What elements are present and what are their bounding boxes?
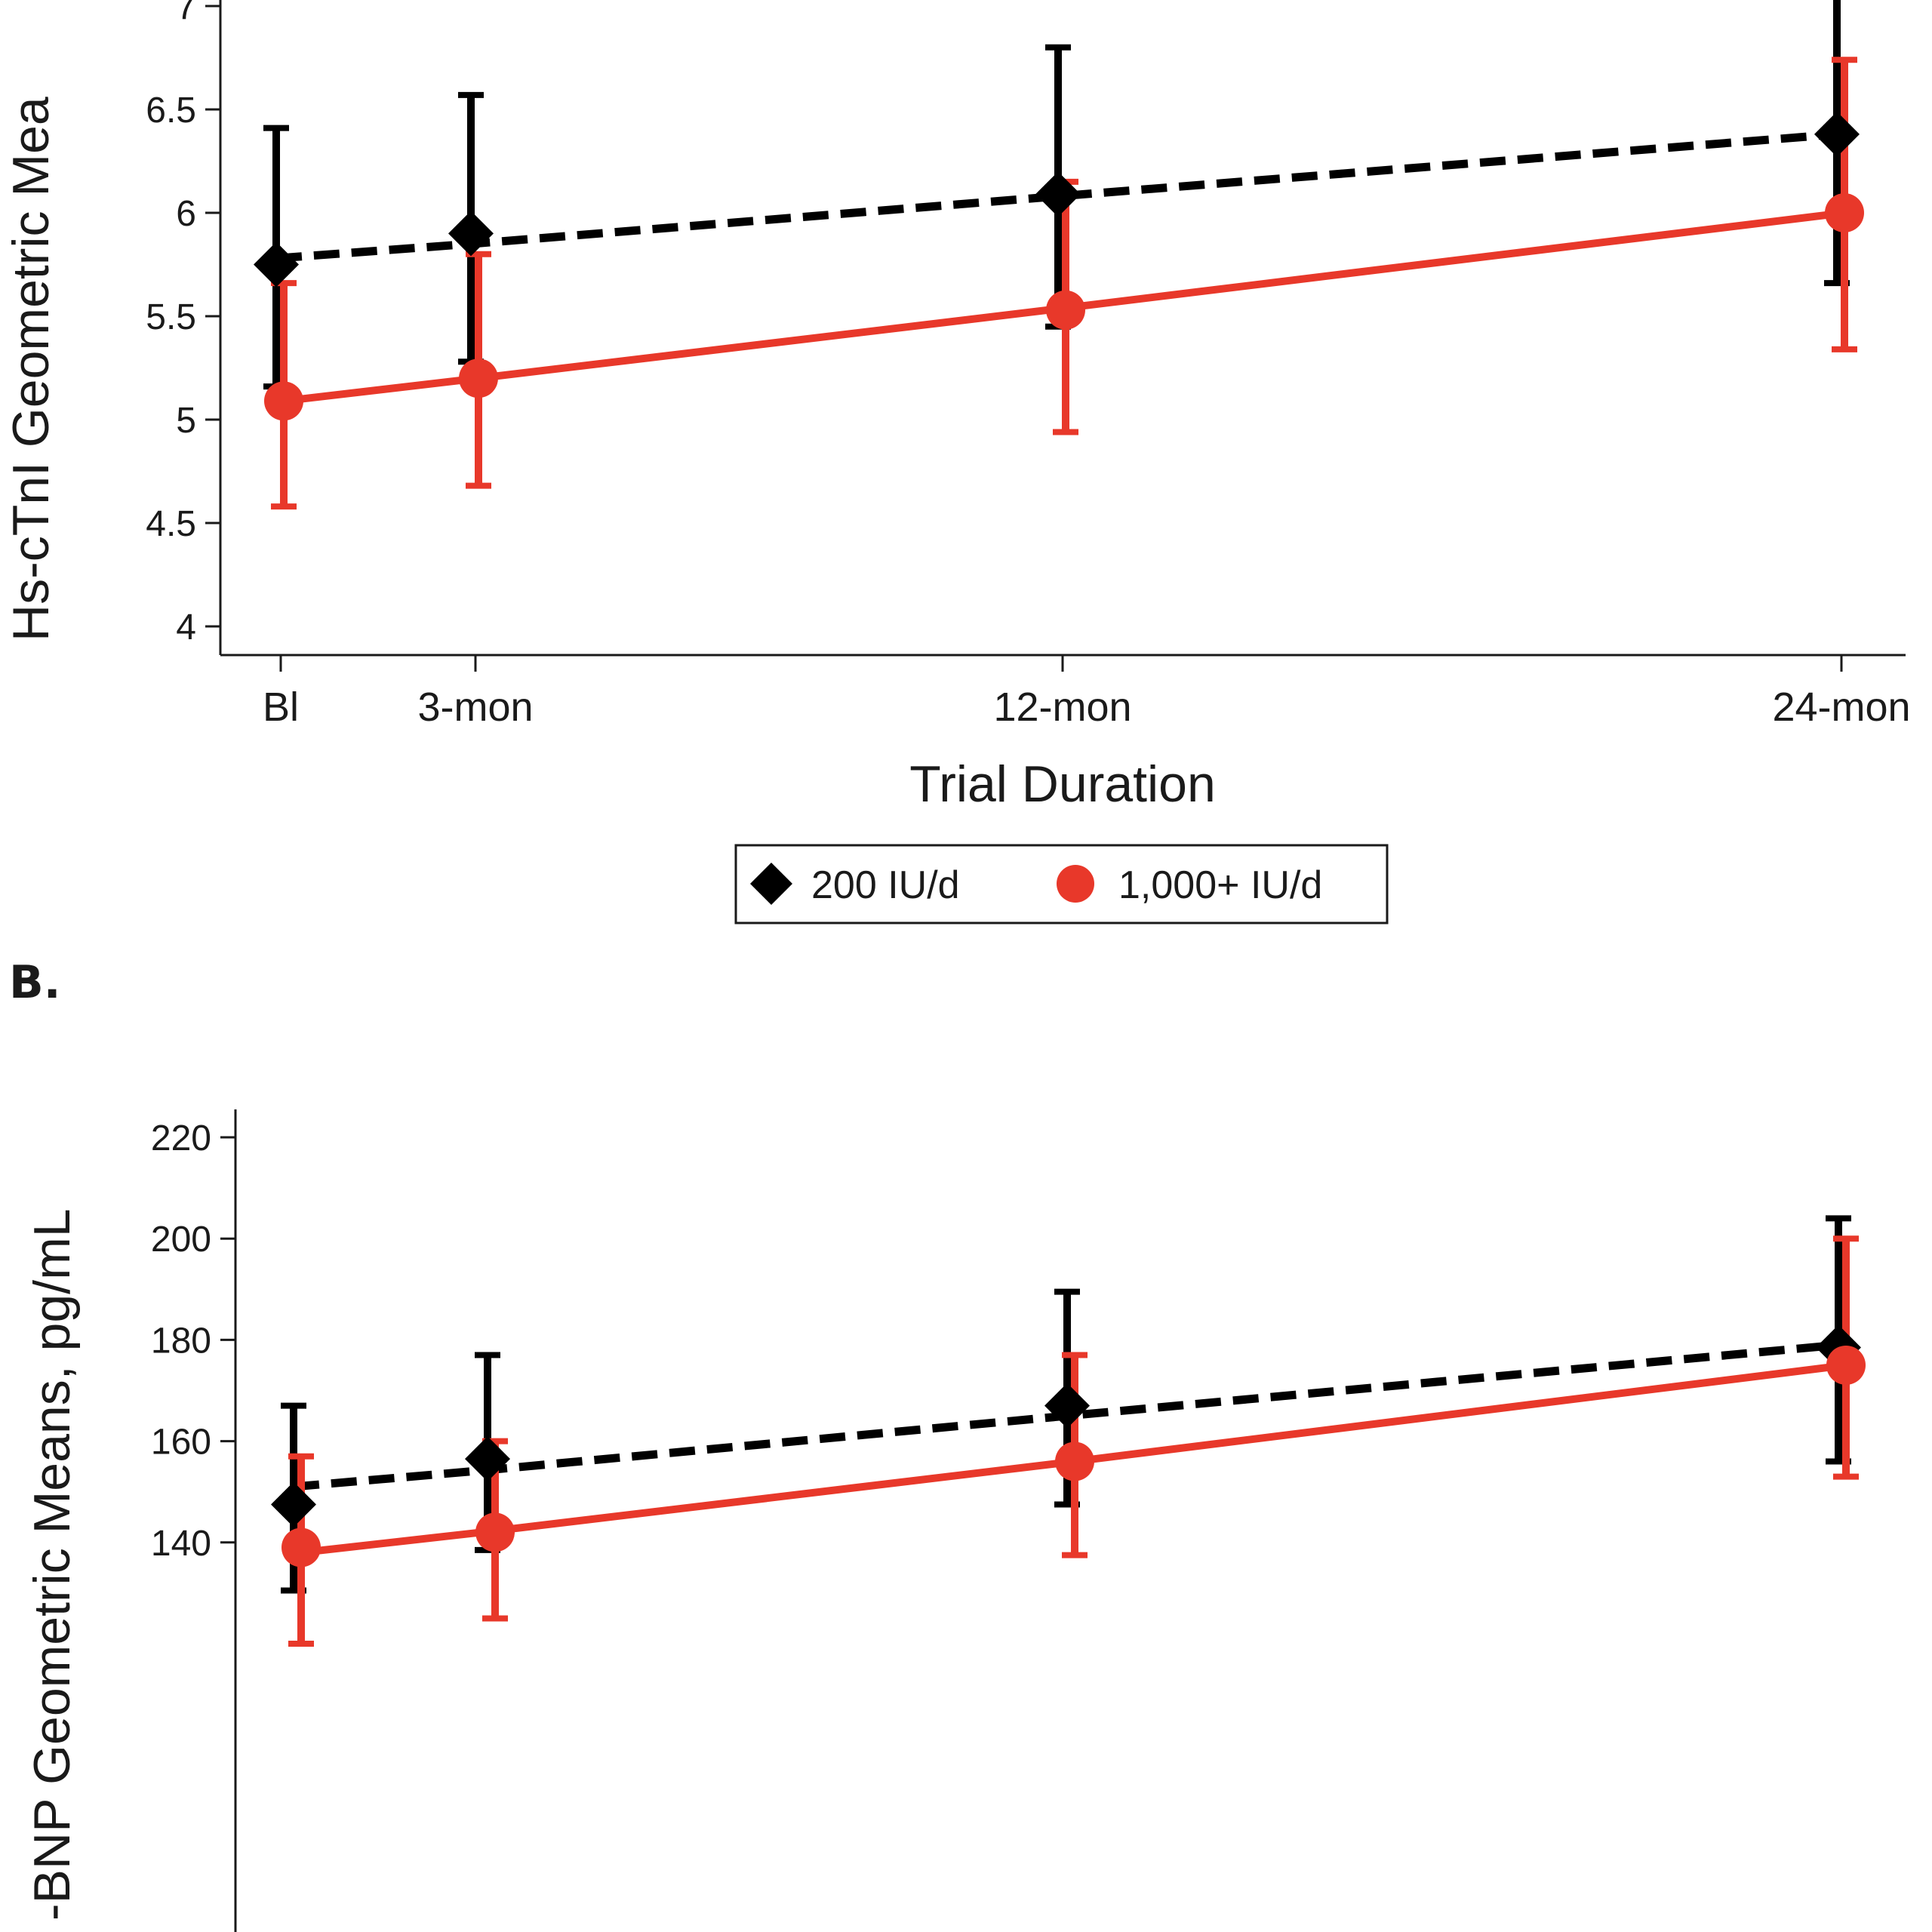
panel-a-error-bars [263,0,1857,510]
y-tick-label: 160 [151,1423,211,1463]
data-point-diamond [254,242,299,288]
panel-b-y-axis-title: -BNP Geometric Means, pg/mL [23,1208,81,1921]
legend-circle-marker [1057,865,1094,903]
data-point-diamond [1044,1383,1090,1429]
panel-a-series-lines [275,130,1845,405]
panel-a-y-axis-title: Hs-cTnI Geometric Mea [2,97,60,641]
y-tick-label: 7 [176,0,196,27]
series-line-200 [293,1340,1839,1491]
y-tick-label: 180 [151,1321,211,1361]
panel-b-error-bars [281,1215,1859,1647]
legend-diamond-marker [750,863,792,905]
y-tick-label: 4.5 [146,504,196,544]
data-point-diamond [271,1481,316,1527]
data-point-diamond [1814,111,1860,157]
panel-a-y-ticks: 4 4.5 5 5.5 6 6.5 7 [146,0,220,648]
series-line-1000 [300,1361,1847,1557]
data-point-circle [1055,1441,1094,1481]
y-tick-label: 200 [151,1220,211,1260]
x-tick-label: 12-mon [993,685,1131,730]
y-tick-label: 140 [151,1524,211,1564]
x-tick-label: 24-mon [1772,685,1910,730]
data-point-diamond [448,211,494,257]
panel-b-markers [271,1324,1866,1567]
y-tick-label: 5.5 [146,297,196,337]
data-point-circle [459,358,498,398]
y-tick-label: 6.5 [146,91,196,131]
legend: 200 IU/d 1,000+ IU/d [734,844,1389,924]
panel-b-y-ticks: 140 160 180 200 220 [151,1118,235,1564]
x-tick-label: 3-mon [417,685,533,730]
y-tick-label: 5 [176,401,196,441]
legend-label-1000: 1,000+ IU/d [1118,863,1322,907]
y-tick-label: 4 [176,608,196,648]
panel-b-chart: 140 160 180 200 220 -BNP Geometric Means, pg… [23,1109,1866,1932]
series-line-1000 [283,209,1845,405]
data-point-circle [1825,193,1864,232]
y-tick-label: 6 [176,194,196,234]
y-tick-label: 220 [151,1118,211,1158]
panel-b-series-lines [293,1340,1847,1557]
panel-a-chart: 4 4.5 5 5.5 6 6.5 7 Bl 3-mon 12-mon 24-mon Hs-cTn… [2,0,1911,924]
panel-a-x-axis-title: Trial Duration [909,755,1216,813]
data-point-circle [475,1512,515,1552]
data-point-diamond [465,1436,510,1482]
data-point-circle [264,381,303,421]
data-point-circle [1046,290,1085,330]
x-tick-label: Bl [263,685,299,730]
panel-a-x-ticks: Bl 3-mon 12-mon 24-mon [263,655,1911,730]
panel-a-markers [254,111,1864,421]
panel-b-label: B. [9,956,61,1009]
legend-label-200: 200 IU/d [811,863,960,907]
series-line-200 [275,130,1838,263]
data-point-circle [1826,1345,1866,1385]
data-point-diamond [1035,171,1081,217]
data-point-circle [281,1527,321,1567]
